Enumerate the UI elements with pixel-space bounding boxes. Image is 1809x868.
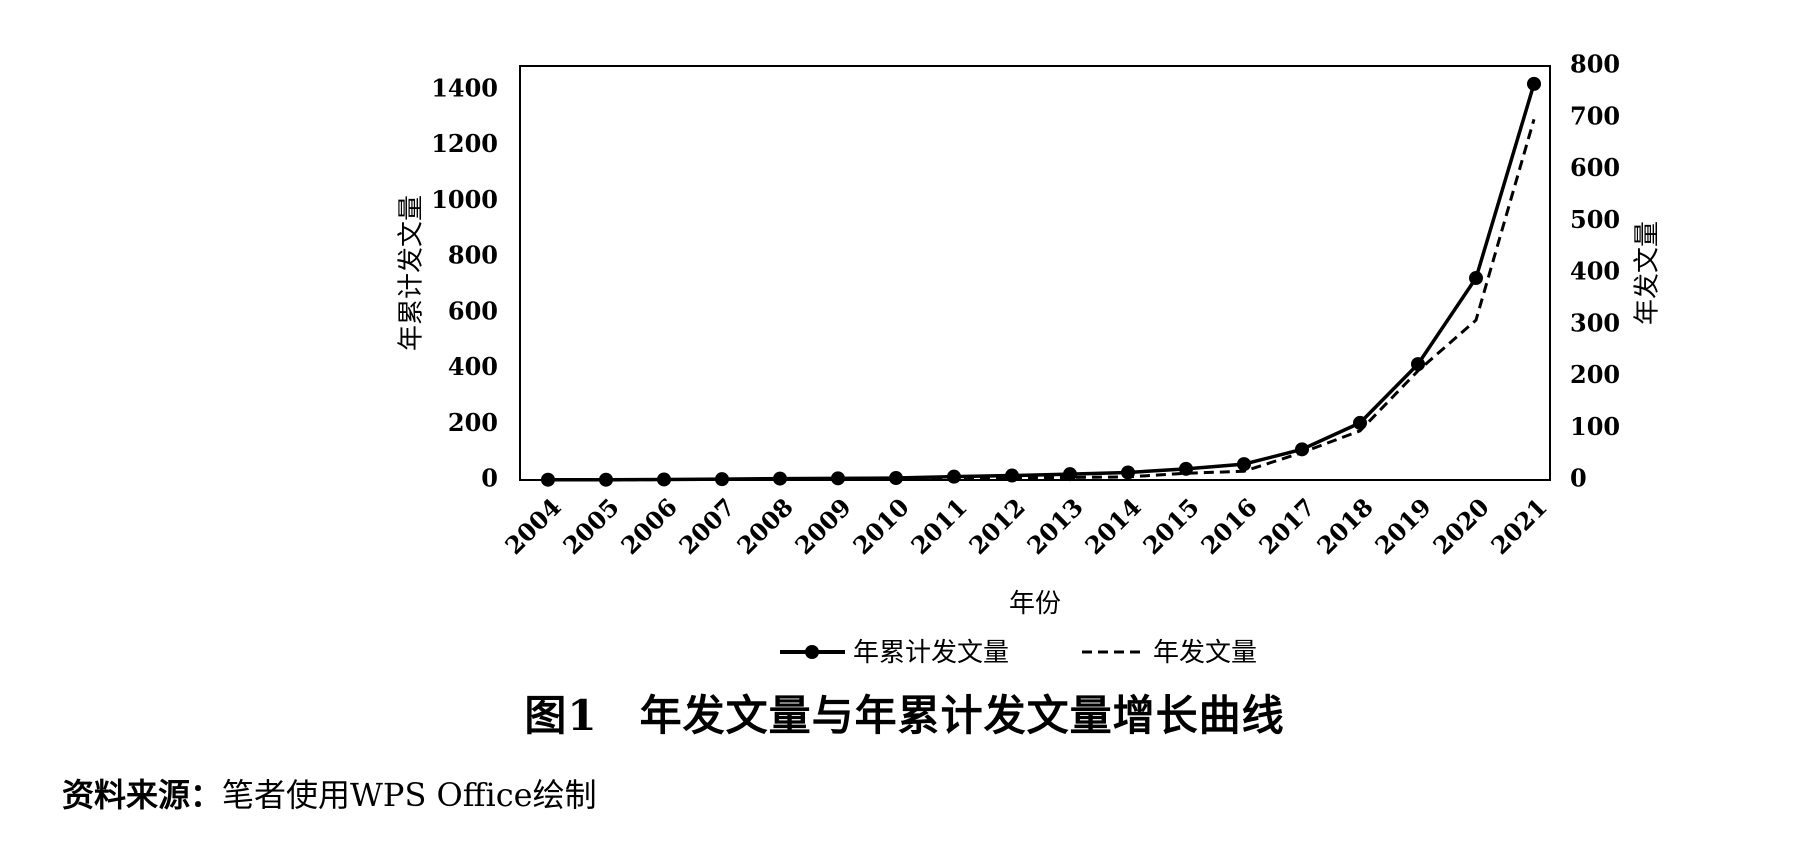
data-point-cumulative [1353, 415, 1367, 430]
series-line-cumulative [548, 83, 1536, 482]
y-right-tick-label: 100 [1570, 412, 1620, 441]
data-point-cumulative [889, 471, 903, 486]
data-point-cumulative [947, 469, 961, 484]
x-tick-label: 2010 [847, 492, 915, 560]
data-point-cumulative [599, 472, 613, 487]
data-point-cumulative [1063, 467, 1077, 482]
data-point-cumulative [831, 471, 845, 486]
x-tick-label: 2018 [1311, 492, 1379, 560]
x-tick-label: 2020 [1427, 492, 1495, 560]
source-note: 资料来源：笔者使用WPS Office绘制 [62, 770, 597, 816]
y-left-tick-label: 400 [448, 352, 498, 381]
plot-area-frame [519, 65, 1551, 481]
x-tick-label: 2017 [1253, 492, 1321, 560]
y-right-tick-label: 700 [1570, 101, 1620, 130]
data-point-cumulative [657, 472, 671, 487]
data-point-cumulative [1295, 442, 1309, 457]
data-point-cumulative [1121, 465, 1135, 480]
x-tick-label: 2011 [905, 492, 973, 560]
y-right-tick-label: 400 [1570, 257, 1620, 286]
figure-title: 年发文量与年累计发文量增长曲线 [639, 691, 1285, 740]
series-line-annual [547, 118, 1536, 482]
x-tick-label: 2012 [963, 492, 1031, 560]
data-point-cumulative [1411, 357, 1425, 372]
data-point-cumulative [1469, 271, 1483, 286]
source-label: 资料来源： [62, 776, 223, 814]
y-right-tick-label: 0 [1570, 464, 1587, 493]
x-tick-label: 2005 [557, 492, 625, 560]
y-right-tick-label: 300 [1570, 308, 1620, 337]
y-left-tick-label: 200 [448, 408, 498, 437]
data-point-cumulative [541, 472, 555, 487]
y-left-tick-label: 1000 [431, 185, 498, 214]
x-tick-label: 2008 [731, 492, 799, 560]
data-point-cumulative [1005, 468, 1019, 483]
y-left-tick-label: 1200 [431, 129, 498, 158]
y-right-tick-label: 200 [1570, 360, 1620, 389]
legend-label-annual: 年发文量 [1153, 638, 1257, 668]
y-right-tick-label: 500 [1570, 205, 1620, 234]
data-point-cumulative [1527, 76, 1541, 91]
chart: 0 200 400 600 800 1000 1200 1400 0 100 200 300 400 5… [397, 50, 1663, 669]
x-tick-label: 2016 [1195, 492, 1263, 560]
y-left-tick-label: 800 [448, 241, 498, 270]
x-tick-label: 2009 [789, 492, 857, 560]
x-tick-label: 2014 [1079, 492, 1147, 560]
y-right-tick-label: 600 [1570, 153, 1620, 182]
data-point-cumulative [773, 471, 787, 486]
y-left-tick-label: 1400 [431, 74, 498, 103]
x-tick-label: 2006 [615, 492, 683, 560]
y-right-tick-label: 800 [1570, 50, 1620, 79]
legend-marker-cumulative [805, 645, 819, 659]
y-left-axis-title: 年累计发文量 [397, 195, 427, 351]
legend: 年累计发文量 年发文量 [780, 638, 1257, 668]
data-point-cumulative [1179, 461, 1193, 476]
y-left-tick-label: 0 [481, 464, 498, 493]
x-tick-label: 2021 [1485, 492, 1553, 560]
y-right-axis-title: 年发文量 [1633, 221, 1663, 325]
data-point-cumulative [715, 472, 729, 487]
x-tick-label: 2007 [673, 492, 741, 560]
x-tick-label: 2015 [1137, 492, 1205, 560]
data-point-cumulative [1237, 457, 1251, 472]
x-axis-title: 年份 [1009, 589, 1061, 619]
source-text: 笔者使用WPS Office绘制 [222, 776, 597, 814]
x-tick-label: 2019 [1369, 492, 1437, 560]
y-left-tick-label: 600 [448, 296, 498, 325]
x-tick-label: 2004 [499, 492, 567, 560]
x-tick-label: 2013 [1021, 492, 1089, 560]
figure-number: 图1 [524, 691, 598, 740]
figure-caption: 图1 年发文量与年累计发文量增长曲线 [0, 682, 1809, 743]
legend-label-cumulative: 年累计发文量 [853, 638, 1009, 668]
